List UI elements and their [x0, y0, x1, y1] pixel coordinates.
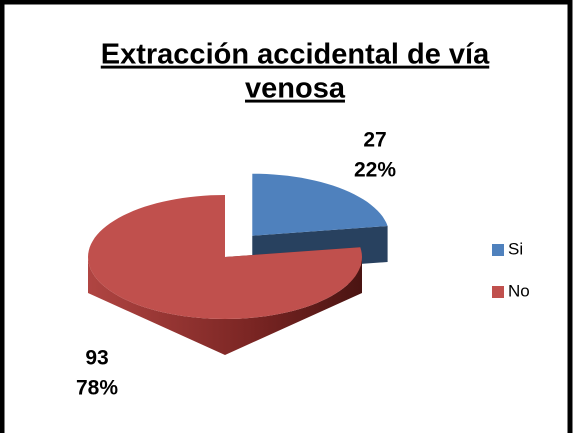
data-label: 27 — [363, 129, 386, 152]
chart-title: venosa — [245, 73, 346, 105]
data-label: 93 — [85, 347, 108, 370]
slice — [88, 195, 362, 355]
data-label: 78% — [76, 377, 118, 400]
chart-title: Extracción accidental de vía — [101, 39, 490, 71]
legend-label: Si — [508, 239, 523, 258]
legend-swatch — [492, 244, 504, 256]
slice-top — [88, 195, 362, 319]
legend-label: No — [508, 281, 530, 300]
slice-top — [252, 173, 388, 236]
slice-side — [88, 257, 362, 355]
pie — [88, 173, 388, 355]
data-label: 22% — [354, 159, 396, 182]
legend-swatch — [492, 286, 504, 298]
